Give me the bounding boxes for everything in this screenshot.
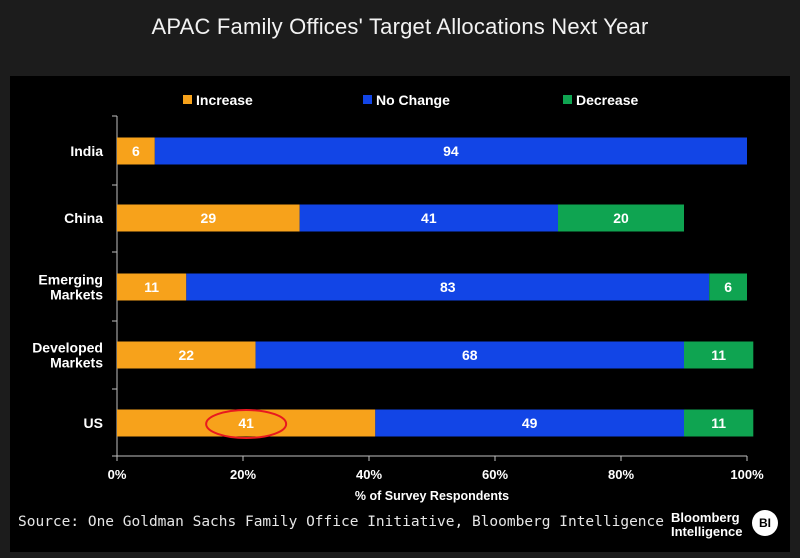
y-category-label: China <box>64 210 103 226</box>
y-category-label: Developed <box>32 340 103 356</box>
data-label-china-decrease: 20 <box>613 210 629 226</box>
bar-emerging-markets-increase <box>117 273 187 301</box>
bar-developed-markets-increase <box>117 341 256 369</box>
bar-us-no-change <box>375 409 684 437</box>
data-label-us-no-change: 49 <box>522 415 538 431</box>
legend-item-increase: Increase <box>183 92 253 108</box>
brand-logo: Bloomberg Intelligence <box>671 511 743 539</box>
data-label-china-increase: 29 <box>201 210 217 226</box>
data-label-us-increase: 41 <box>238 415 254 431</box>
bar-china-decrease <box>558 204 684 232</box>
highlight-circle <box>205 409 288 439</box>
x-tick-label: 80% <box>608 467 634 482</box>
bar-china-no-change <box>299 204 558 232</box>
bar-emerging-markets-no-change <box>186 273 710 301</box>
y-category-label: Markets <box>50 287 103 303</box>
legend-label-decrease: Decrease <box>576 92 639 108</box>
chart-title: APAC Family Offices' Target Allocations … <box>151 14 649 39</box>
x-tick-label: 100% <box>730 467 764 482</box>
bi-badge-icon: BI <box>752 510 778 536</box>
data-label-china-no-change: 41 <box>421 210 437 226</box>
legend-item-no-change: No Change <box>363 92 450 108</box>
x-tick-label: 60% <box>482 467 508 482</box>
brand-line-1: Bloomberg <box>671 510 740 525</box>
legend-item-decrease: Decrease <box>563 92 638 108</box>
source-note: Source: One Goldman Sachs Family Office … <box>18 514 665 530</box>
y-category-label: Markets <box>50 355 103 371</box>
legend-swatch-decrease <box>563 95 572 104</box>
bar-developed-markets-no-change <box>255 341 684 369</box>
x-tick-label: 0% <box>108 467 127 482</box>
bar-india-increase <box>117 137 155 165</box>
data-label-developed-markets-no-change: 68 <box>462 347 478 363</box>
legend-swatch-no-change <box>363 95 372 104</box>
legend-label-no-change: No Change <box>376 92 450 108</box>
data-label-india-no-change: 94 <box>443 143 459 159</box>
y-category-label: India <box>70 143 103 159</box>
bar-developed-markets-decrease <box>684 341 754 369</box>
data-label-india-increase: 6 <box>132 143 140 159</box>
bar-emerging-markets-decrease <box>709 273 747 301</box>
data-label-developed-markets-increase: 22 <box>179 347 195 363</box>
legend-swatch-increase <box>183 95 192 104</box>
x-axis-label: % of Survey Respondents <box>355 489 509 503</box>
bar-us-increase <box>117 409 376 437</box>
x-tick-label: 20% <box>230 467 256 482</box>
brand-line-2: Intelligence <box>671 524 743 539</box>
data-label-emerging-markets-decrease: 6 <box>724 279 732 295</box>
data-label-emerging-markets-no-change: 83 <box>440 279 456 295</box>
data-label-emerging-markets-increase: 11 <box>144 279 159 295</box>
bar-china-increase <box>117 204 300 232</box>
y-category-label: Emerging <box>38 272 103 288</box>
data-label-developed-markets-decrease: 11 <box>711 347 726 363</box>
bar-india-no-change <box>154 137 748 165</box>
legend-label-increase: Increase <box>196 92 253 108</box>
x-tick-label: 40% <box>356 467 382 482</box>
bar-us-decrease <box>684 409 754 437</box>
y-category-label: US <box>84 415 103 431</box>
data-label-us-decrease: 11 <box>711 415 726 431</box>
